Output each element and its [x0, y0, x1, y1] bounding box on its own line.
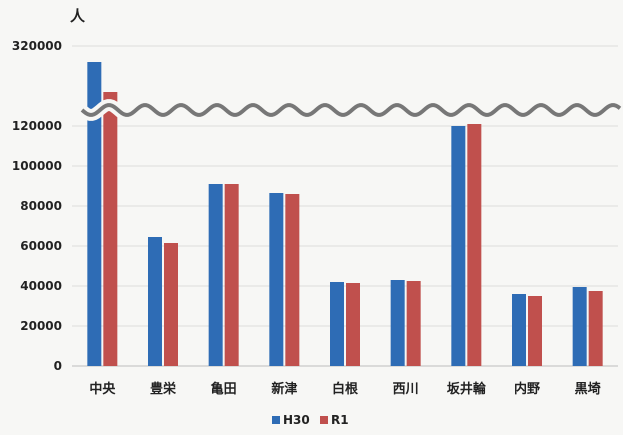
x-category-label: 亀田	[211, 381, 237, 397]
bar-h30-8	[572, 287, 587, 366]
y-tick-label: 100000	[12, 159, 62, 173]
bar-r1-5	[406, 281, 421, 366]
bar-h30-3	[269, 193, 284, 366]
bar-r1-6	[467, 124, 482, 366]
gridlines	[72, 45, 618, 367]
x-category-label: 西川	[393, 382, 419, 397]
y-tick-label: 40000	[20, 279, 62, 293]
bar-r1-1	[164, 243, 178, 366]
bars	[87, 62, 603, 366]
x-category-label: 坂井輪	[447, 381, 487, 397]
x-category-label: 豊栄	[150, 381, 177, 397]
y-tick-label: 20000	[20, 319, 62, 333]
bar-r1-7	[528, 296, 542, 366]
legend-label-h30: H30	[283, 413, 310, 427]
x-category-label: 黒埼	[575, 381, 601, 397]
bar-r1-2	[224, 184, 239, 366]
legend: H30 R1	[272, 413, 349, 427]
y-unit-label: 人	[70, 7, 86, 25]
x-category-label: 内野	[514, 381, 540, 397]
axis-break	[78, 99, 623, 121]
y-tick-label: 60000	[20, 239, 62, 253]
bar-r1-3	[285, 194, 300, 366]
legend-swatch-h30	[272, 416, 280, 424]
x-category-labels: 中央 豊栄 亀田 新津 白根 西川 坂井輪 内野 黒埼	[89, 381, 600, 397]
bar-r1-4	[346, 283, 360, 366]
y-tick-label-upper: 320000	[12, 39, 62, 53]
y-tick-label: 80000	[20, 199, 62, 213]
bar-h30-2	[208, 184, 223, 366]
bar-h30-0	[87, 62, 102, 366]
y-tick-label: 0	[54, 359, 62, 373]
bar-r1-0	[103, 92, 118, 366]
x-category-label: 中央	[89, 381, 116, 397]
y-tick-labels: 0 20000 40000 60000 80000 100000 120000 320000	[12, 39, 62, 373]
legend-swatch-r1	[320, 416, 328, 424]
legend-label-r1: R1	[331, 413, 349, 427]
bar-h30-1	[148, 237, 162, 366]
bar-h30-6	[451, 126, 466, 366]
bar-h30-4	[330, 282, 344, 366]
bar-h30-5	[390, 280, 405, 366]
x-category-label: 新津	[271, 381, 297, 397]
x-category-label: 白根	[332, 381, 359, 397]
y-tick-label: 120000	[12, 119, 62, 133]
bar-r1-8	[588, 291, 603, 366]
bar-h30-7	[512, 294, 526, 366]
break-line	[80, 103, 622, 117]
